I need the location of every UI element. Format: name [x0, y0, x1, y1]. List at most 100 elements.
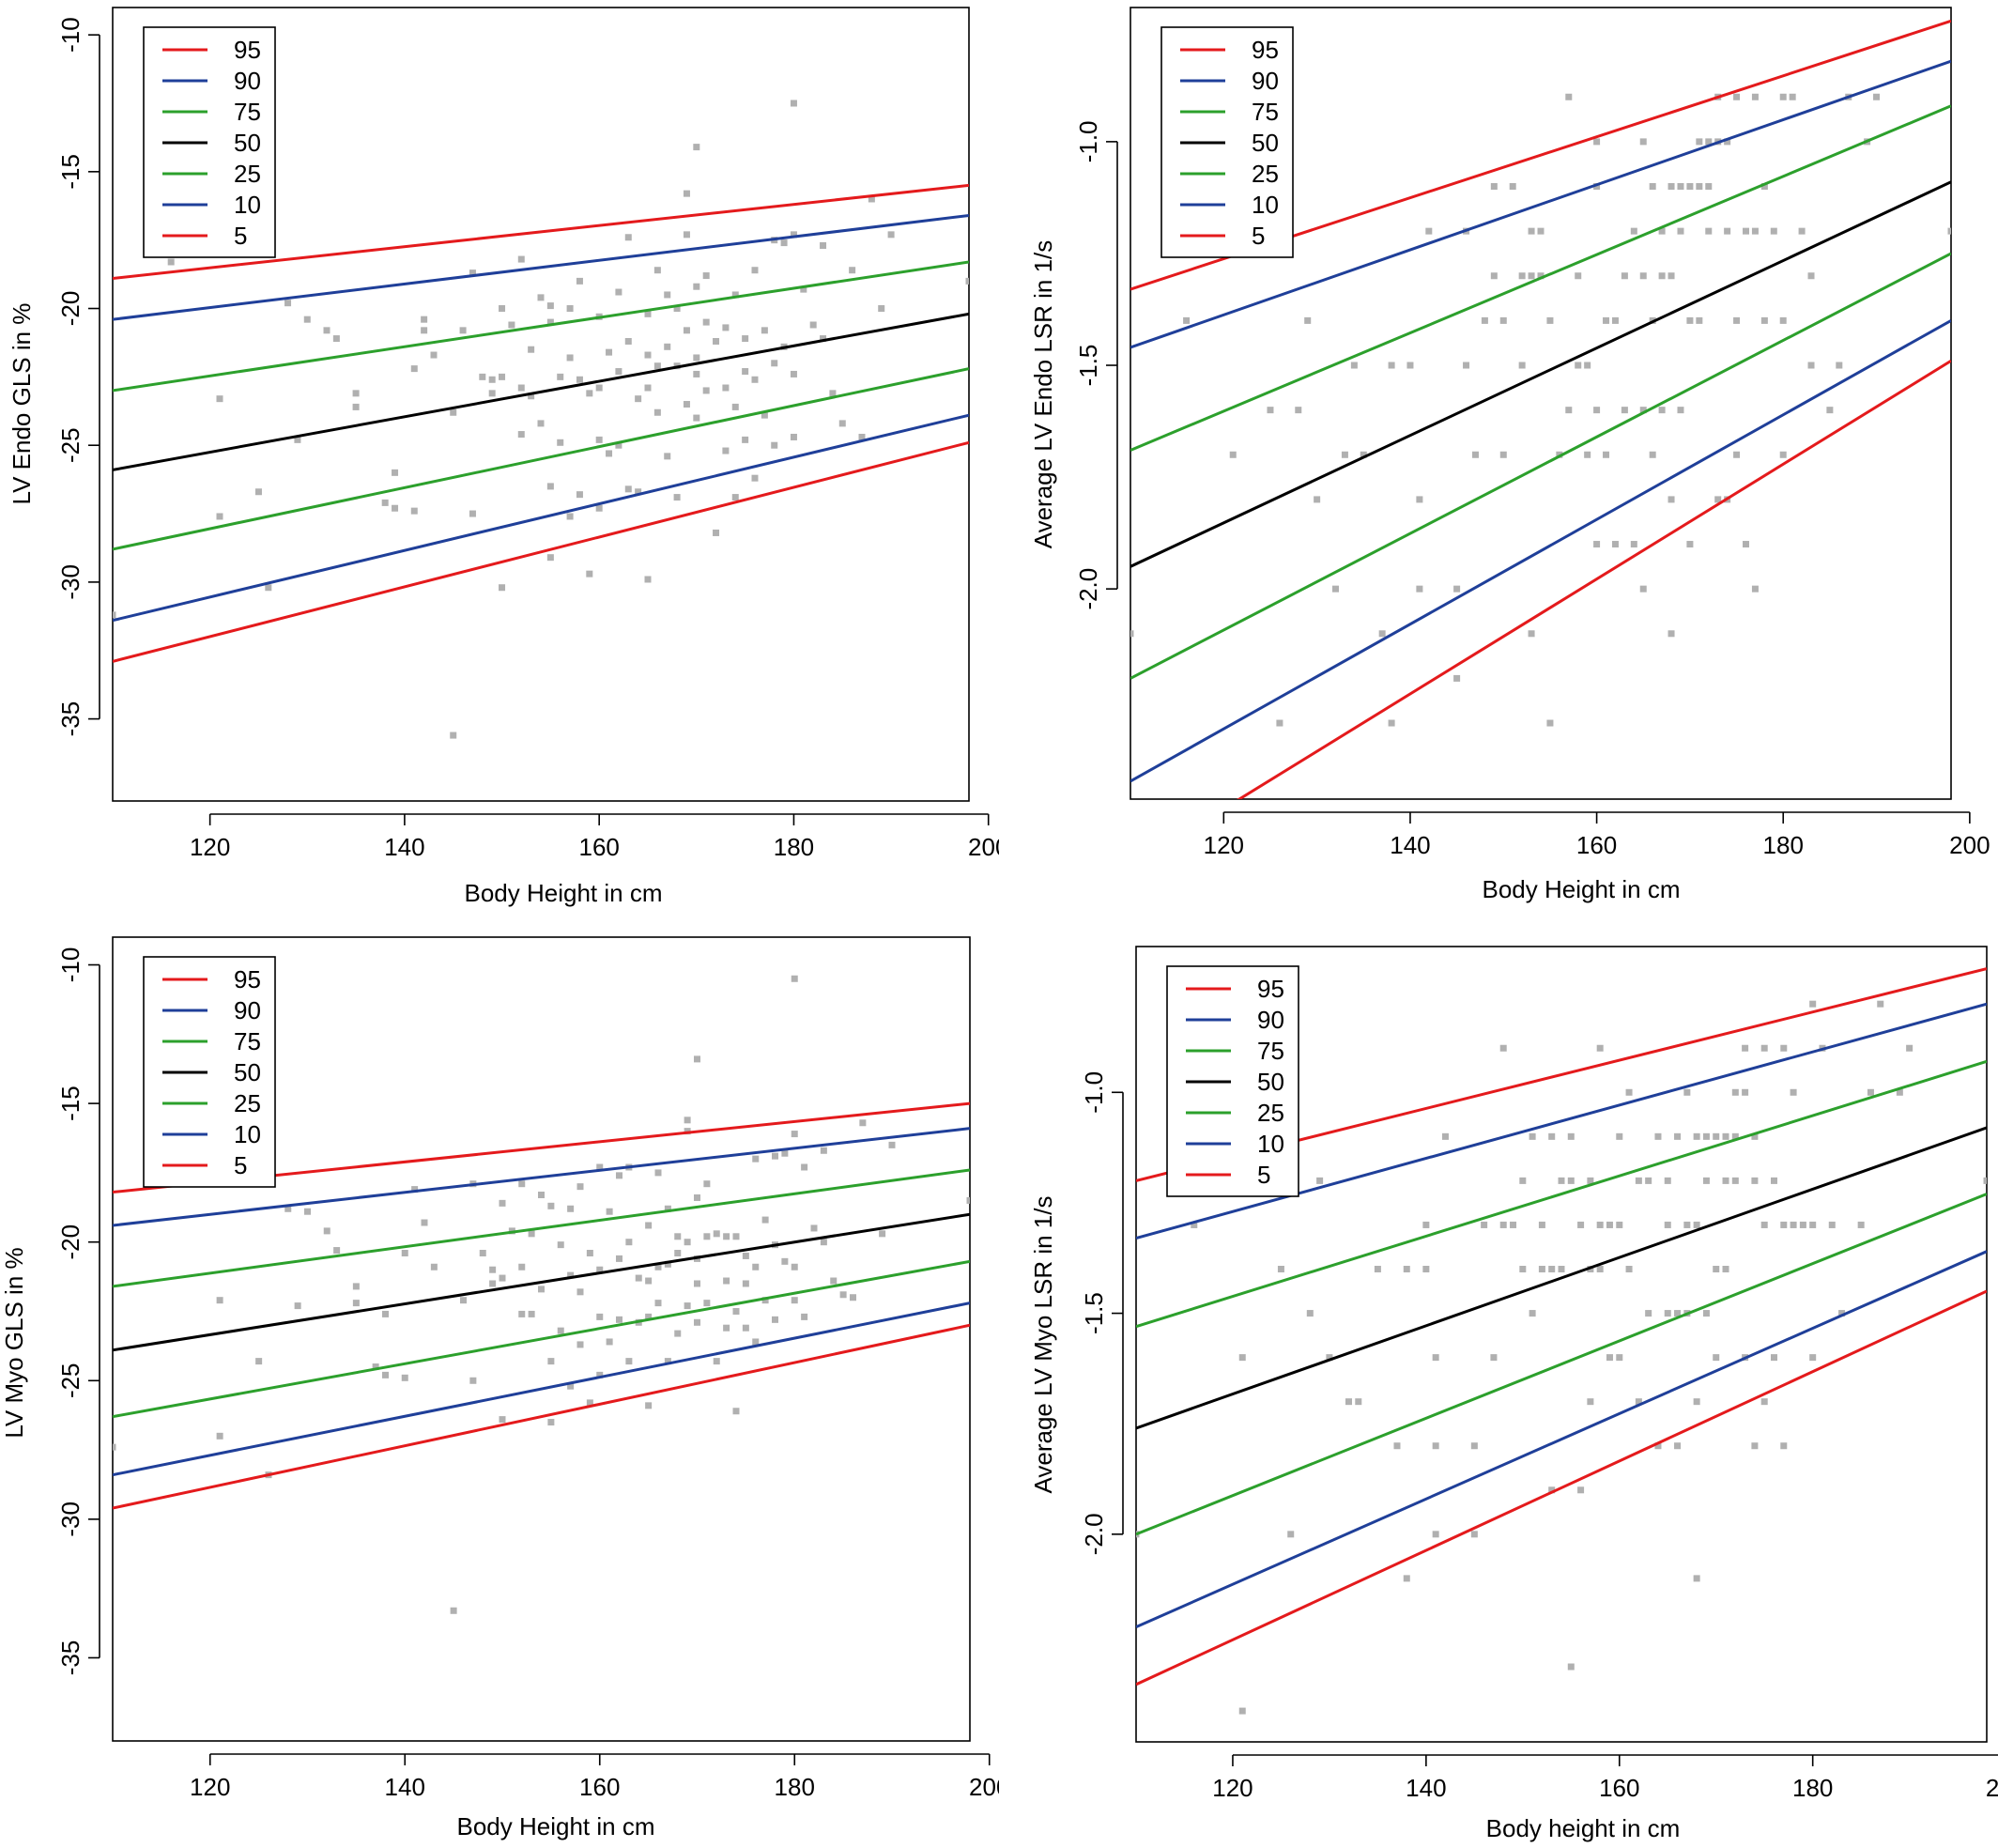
- data-point: [809, 321, 817, 329]
- data-point: [1575, 272, 1582, 280]
- data-point: [1770, 227, 1777, 235]
- data-point: [1403, 1575, 1410, 1582]
- data-point: [528, 1230, 535, 1238]
- data-point: [567, 1205, 575, 1212]
- legend-label-50: 50: [1252, 129, 1279, 157]
- data-point: [830, 1277, 838, 1285]
- data-point: [1606, 1221, 1613, 1228]
- chart-panel-myo-gls: Body Height in cm LV Myo GLS in % 120 140…: [0, 924, 999, 1848]
- legend-label-25: 25: [234, 1089, 261, 1117]
- x-tick-label: 120: [190, 833, 230, 861]
- data-point: [800, 285, 807, 293]
- data-point: [742, 368, 749, 376]
- data-point: [1277, 1266, 1284, 1273]
- data-point: [1519, 1266, 1527, 1273]
- data-point: [654, 1263, 662, 1270]
- y-tick-label: -15: [56, 1086, 85, 1121]
- data-point: [1713, 1354, 1720, 1362]
- data-point: [1548, 1266, 1556, 1273]
- data-point: [1742, 1088, 1749, 1096]
- data-point: [1518, 362, 1526, 369]
- data-point: [673, 494, 681, 501]
- data-point: [1693, 1398, 1700, 1406]
- data-point: [1826, 407, 1834, 414]
- legend-label-75: 75: [1257, 1037, 1284, 1065]
- data-point: [596, 1371, 604, 1378]
- data-point: [1677, 227, 1684, 235]
- data-point: [1295, 407, 1302, 414]
- data-point: [1658, 272, 1666, 280]
- data-point: [1713, 1266, 1720, 1273]
- data-point: [772, 1152, 778, 1160]
- data-point: [644, 576, 652, 583]
- x-tick-label: 180: [1763, 831, 1804, 859]
- y-tick-label: -35: [56, 701, 85, 737]
- data-point: [1499, 1044, 1507, 1052]
- chart-myo-gls: Body Height in cm LV Myo GLS in % 120 140…: [0, 936, 999, 1840]
- data-point: [1374, 1266, 1381, 1273]
- data-point: [1733, 451, 1741, 458]
- data-point: [732, 1233, 740, 1240]
- data-point: [450, 408, 457, 416]
- data-point: [1499, 316, 1507, 324]
- legend-label-90: 90: [1257, 1006, 1284, 1034]
- data-point: [1654, 1132, 1662, 1140]
- x-tick-label: 160: [579, 1773, 620, 1801]
- data-point: [1877, 1000, 1884, 1008]
- data-point: [693, 283, 700, 290]
- data-point: [499, 1274, 506, 1282]
- data-point: [469, 510, 476, 517]
- data-point: [381, 499, 389, 506]
- data-point: [1238, 1707, 1246, 1715]
- percentile-line-5: [1136, 1289, 1987, 1686]
- data-point: [469, 270, 476, 277]
- data-point: [1668, 183, 1675, 191]
- data-point: [411, 1186, 419, 1194]
- data-point: [664, 1358, 671, 1365]
- data-point: [567, 1382, 575, 1390]
- data-point: [693, 370, 700, 377]
- data-point: [1630, 227, 1637, 235]
- data-point: [694, 1318, 700, 1326]
- data-point: [1779, 316, 1787, 324]
- x-axis-label: Body Height in cm: [457, 1812, 655, 1840]
- data-point: [615, 441, 622, 449]
- data-point: [810, 1224, 818, 1232]
- data-point: [1714, 496, 1722, 503]
- percentile-line-5: [113, 440, 969, 663]
- data-point: [693, 414, 700, 422]
- data-point: [751, 474, 759, 482]
- data-point: [547, 1358, 555, 1365]
- data-point: [1693, 1132, 1700, 1140]
- data-point: [1771, 1177, 1777, 1184]
- data-point: [499, 1199, 506, 1207]
- data-point: [1304, 316, 1312, 324]
- data-point: [1575, 362, 1582, 369]
- data-point: [265, 584, 272, 592]
- data-point: [1677, 183, 1684, 191]
- data-point: [596, 1313, 604, 1320]
- percentile-line-25: [113, 367, 969, 551]
- data-point: [1722, 1266, 1729, 1273]
- data-point: [1639, 585, 1647, 593]
- percentile-line-10: [113, 1301, 970, 1477]
- data-point: [1537, 272, 1545, 280]
- data-point: [674, 1330, 682, 1337]
- y-tick-label: -35: [56, 1640, 85, 1676]
- data-point: [683, 190, 690, 197]
- data-point: [713, 529, 720, 536]
- y-axis-label: Average LV Endo LSR in 1/s: [1029, 240, 1057, 549]
- data-point: [1654, 1442, 1662, 1450]
- data-point: [1702, 1177, 1710, 1184]
- data-point: [703, 1233, 711, 1240]
- percentile-line-75: [1130, 104, 1951, 452]
- legend-label-95: 95: [234, 965, 261, 993]
- data-point: [1686, 183, 1694, 191]
- data-point: [1332, 585, 1339, 593]
- data-point: [1567, 1663, 1575, 1671]
- data-point: [653, 267, 661, 274]
- data-point: [1639, 138, 1647, 146]
- data-point: [1751, 1177, 1759, 1184]
- y-tick-label: -10: [56, 947, 85, 983]
- data-point: [1499, 1221, 1507, 1228]
